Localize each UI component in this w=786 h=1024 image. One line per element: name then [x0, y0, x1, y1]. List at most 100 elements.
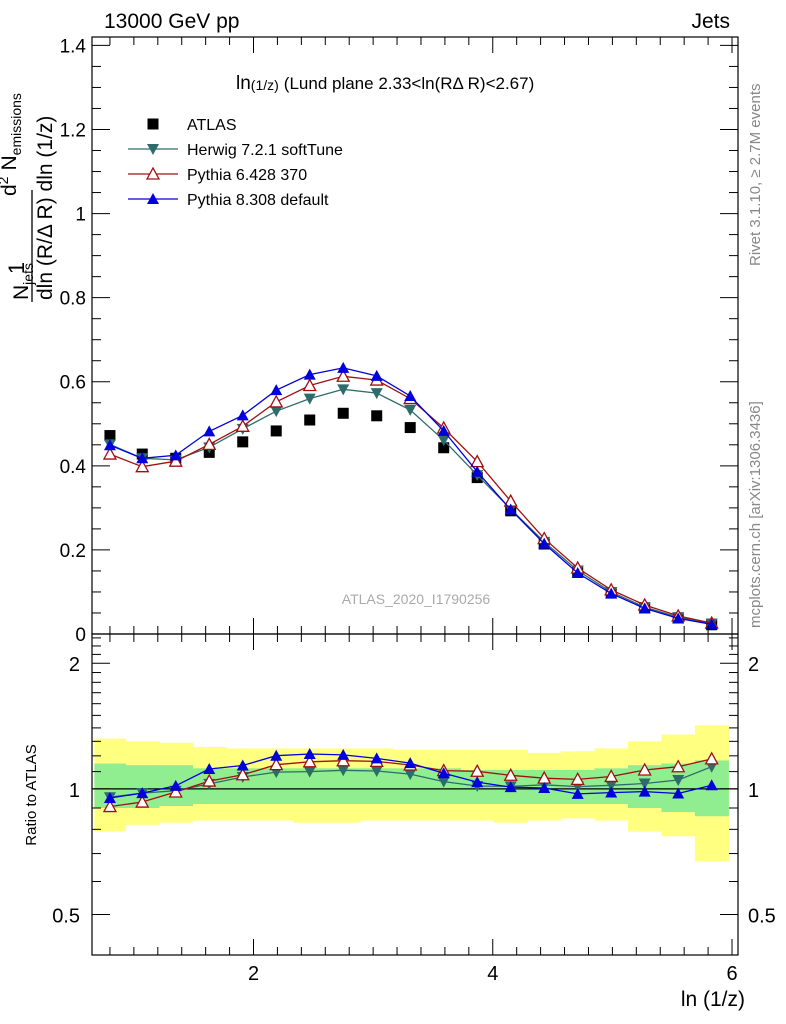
mcplots-label: mcplots.cern.ch [arXiv:1306.3436]	[747, 401, 764, 628]
data-point-pythia-6-428-370	[269, 394, 284, 408]
ratio-point-herwig-7-2-1-softtune	[672, 775, 685, 787]
ratio-point-pythia-8-308-default	[303, 748, 316, 760]
ratio-point-pythia-6-428-370	[102, 799, 118, 813]
ratio-point-pythia-8-308-default	[471, 776, 484, 788]
data-point-pythia-8-308-default	[404, 390, 417, 402]
data-point-atlas	[371, 410, 383, 422]
y-tick-label: 1.4	[60, 36, 87, 57]
data-point-pythia-8-308-default	[337, 361, 350, 373]
ratio-point-pythia-8-308-default	[203, 762, 216, 774]
data-point-pythia-8-308-default	[705, 618, 718, 630]
ratio-point-pythia-6-428-370	[202, 773, 217, 787]
ratio-point-herwig-7-2-1-softtune	[337, 765, 350, 777]
data-point-atlas	[337, 407, 349, 419]
legend-item-pythia-6-428-370: Pythia 6.428 370	[128, 166, 307, 184]
data-point-pythia-8-308-default	[370, 369, 383, 381]
data-point-pythia-8-308-default	[672, 612, 685, 624]
ratio-point-pythia-8-308-default	[705, 779, 718, 791]
ratio-frame	[91, 633, 739, 956]
y-tick-label: 1.2	[60, 120, 86, 141]
ratio-point-pythia-6-428-370	[704, 751, 719, 765]
ratio-point-pythia-8-308-default	[270, 749, 283, 761]
data-point-pythia-8-308-default	[270, 384, 283, 396]
chart-title: ln(1/z) (Lund plane 2.33<ln(RΔ R)<2.67)	[236, 73, 534, 94]
ratio-point-pythia-8-308-default	[638, 785, 651, 797]
data-point-pythia-6-428-370	[135, 459, 150, 473]
y-tick-label: 0.2	[60, 541, 86, 562]
data-point-pythia-8-308-default	[504, 503, 517, 515]
data-point-pythia-8-308-default	[605, 587, 618, 599]
ratio-point-pythia-8-308-default	[538, 781, 551, 793]
legend: ATLAS Herwig 7.2.1 softTune Pythia 6.428 3…	[128, 117, 343, 209]
ratio-point-pythia-6-428-370	[570, 771, 585, 786]
ratio-point-pythia-6-428-370	[336, 753, 351, 767]
y-label-one: 1	[4, 262, 29, 274]
y-tick-label: 0.8	[60, 289, 86, 310]
legend-label: Pythia 6.428 370	[187, 167, 307, 184]
data-point-pythia-8-308-default	[169, 449, 182, 461]
data-point-pythia-8-308-default	[303, 368, 316, 380]
data-point-pythia-6-428-370	[302, 378, 317, 392]
y-label-d2N: d2Nemissions	[0, 93, 24, 196]
data-point-herwig-7-2-1-softtune	[337, 384, 350, 396]
legend-marker	[147, 144, 159, 155]
data-point-pythia-8-308-default	[236, 409, 249, 421]
data-point-atlas	[304, 414, 316, 426]
legend-label: Herwig 7.2.1 softTune	[187, 142, 343, 159]
ratio-point-herwig-7-2-1-softtune	[638, 778, 651, 790]
ratio-point-pythia-6-428-370	[302, 754, 317, 768]
ratio-panel: 0.5 0.5 1 1 2 2 2 4 6	[52, 633, 776, 985]
ratio-point-pythia-8-308-default	[236, 759, 249, 771]
ratio-point-pythia-8-308-default	[370, 752, 383, 764]
legend-marker	[145, 166, 161, 180]
ratio-point-herwig-7-2-1-softtune	[370, 765, 383, 777]
y-label-numerator: Njets	[10, 263, 36, 300]
data-point-pythia-8-308-default	[136, 452, 149, 464]
data-point-pythia-6-428-370	[336, 368, 351, 382]
data-point-herwig-7-2-1-softtune	[370, 388, 383, 400]
data-point-pythia-6-428-370	[168, 453, 183, 467]
process-label: Jets	[691, 10, 730, 33]
ratio-y-tick-label-right: 1	[748, 780, 759, 802]
ratio-point-pythia-6-428-370	[135, 794, 150, 808]
data-point-atlas	[438, 442, 450, 454]
ratio-point-pythia-8-308-default	[672, 787, 685, 799]
legend-marker	[147, 193, 159, 204]
y-label-denominator: dln (R/Δ R) dln (1/z)	[34, 116, 57, 300]
ratio-point-pythia-6-428-370	[503, 767, 518, 781]
ratio-point-pythia-8-308-default	[136, 787, 149, 799]
ratio-point-pythia-6-428-370	[168, 784, 183, 798]
y-tick-label: 0	[75, 625, 86, 646]
ratio-point-pythia-8-308-default	[404, 757, 417, 769]
main-panel: 0 0.2 0.4 0.6 0.8 1 1.2 1.4	[60, 36, 739, 646]
y-tick-label: 1	[75, 205, 86, 226]
y-axis-label: 1 Njets dln (R/Δ R) dln (1/z) d2Nemissio…	[0, 93, 57, 302]
legend-label: Pythia 8.308 default	[187, 192, 329, 209]
ratio-point-pythia-6-428-370	[671, 759, 686, 773]
ratio-point-herwig-7-2-1-softtune	[605, 780, 618, 792]
ratio-point-pythia-6-428-370	[604, 769, 619, 783]
y-tick-label: 0.6	[60, 373, 86, 394]
data-point-atlas	[270, 425, 282, 437]
ratio-point-pythia-8-308-default	[437, 767, 450, 779]
ratio-y-tick-label: 1	[69, 780, 80, 802]
energy-label: 13000 GeV pp	[104, 10, 239, 33]
ratio-y-label: Ratio to ATLAS	[23, 744, 40, 845]
x-tick-label: 6	[726, 963, 737, 985]
x-axis-label: ln (1/z)	[681, 988, 745, 1011]
data-point-atlas	[404, 422, 416, 434]
data-point-pythia-8-308-default	[103, 439, 116, 451]
ratio-point-pythia-6-428-370	[637, 762, 652, 776]
data-point-pythia-6-428-370	[102, 446, 118, 460]
data-point-pythia-8-308-default	[538, 537, 551, 549]
data-point-atlas	[237, 436, 249, 448]
data-point-herwig-7-2-1-softtune	[270, 406, 283, 418]
data-point-pythia-6-428-370	[235, 418, 250, 432]
ratio-point-pythia-6-428-370	[269, 757, 284, 771]
x-tick-label: 4	[487, 963, 498, 985]
legend-marker	[147, 118, 159, 130]
ratio-y-tick-label: 0.5	[52, 906, 80, 928]
analysis-watermark: ATLAS_2020_I1790256	[342, 591, 491, 607]
rivet-version-label: Rivet 3.1.10, ≥ 2.7M events	[747, 84, 764, 267]
data-point-pythia-8-308-default	[471, 465, 484, 477]
